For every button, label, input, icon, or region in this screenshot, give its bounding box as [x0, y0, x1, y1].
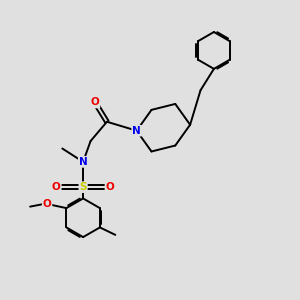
Text: O: O — [43, 199, 51, 208]
Text: S: S — [80, 182, 87, 192]
Text: O: O — [91, 98, 99, 107]
Text: N: N — [79, 157, 88, 167]
Text: O: O — [106, 182, 114, 192]
Text: N: N — [132, 126, 141, 136]
Text: O: O — [52, 182, 61, 192]
